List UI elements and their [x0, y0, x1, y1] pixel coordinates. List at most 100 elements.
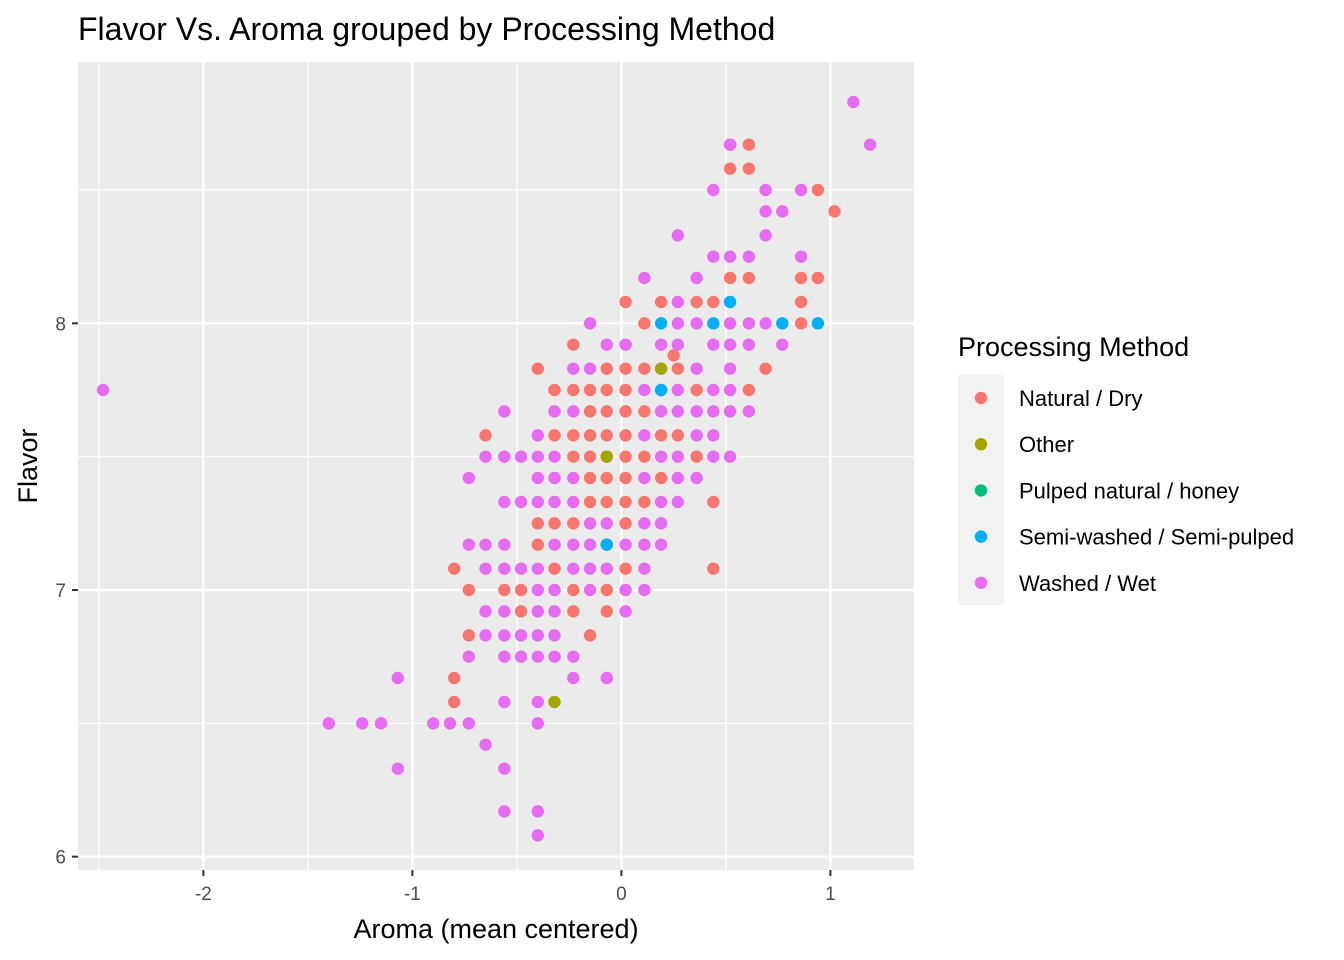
data-point-washed-wet [690, 471, 703, 485]
data-point-other [548, 695, 561, 709]
data-point-washed-wet [498, 629, 511, 642]
data-point-washed-wet [600, 517, 613, 530]
legend-key [974, 484, 988, 497]
data-point-washed-wet [707, 250, 720, 263]
data-point-washed-wet [548, 629, 561, 642]
minor-gridlines [78, 62, 914, 870]
data-point-washed-wet [723, 405, 737, 418]
data-point-natural-dry [531, 538, 544, 551]
data-point-washed-wet [567, 495, 580, 509]
data-point-washed-wet [723, 317, 737, 330]
data-point-washed-wet [690, 317, 703, 330]
x-tick-label: -1 [404, 884, 421, 905]
data-point-natural-dry [548, 517, 561, 530]
data-point-natural-dry [567, 583, 580, 597]
data-point-natural-dry [759, 362, 772, 375]
data-point-natural-dry [448, 695, 461, 709]
data-point-washed-wet [583, 362, 597, 375]
data-point-washed-wet [759, 183, 772, 197]
data-point-natural-dry [548, 562, 561, 575]
data-point-natural-dry [619, 450, 632, 463]
data-point-washed-wet [479, 605, 492, 618]
data-point-washed-wet [654, 450, 668, 463]
data-point-natural-dry [742, 138, 756, 151]
data-point-washed-wet [567, 405, 580, 418]
data-point-washed-wet [498, 538, 511, 551]
data-point-washed-wet [654, 495, 668, 509]
data-point-natural-dry [690, 295, 703, 309]
data-point-washed-wet [479, 450, 492, 463]
data-point-washed-wet [391, 671, 404, 685]
data-point-natural-dry [600, 362, 613, 375]
data-point-washed-wet [531, 805, 544, 818]
legend-label: Pulped natural / honey [1019, 478, 1239, 503]
data-point-washed-wet [531, 495, 544, 509]
data-point-natural-dry [462, 583, 476, 597]
data-point-washed-wet [531, 629, 544, 642]
data-point-natural-dry [498, 583, 511, 597]
data-point-washed-wet [548, 605, 561, 618]
data-point-washed-wet [723, 450, 737, 463]
data-point-natural-dry [690, 450, 703, 463]
data-point-washed-wet [707, 429, 720, 442]
data-point-natural-dry [638, 362, 651, 375]
data-point-natural-dry [742, 162, 756, 175]
data-point-natural-dry [600, 471, 613, 485]
data-point-natural-dry [583, 405, 597, 418]
data-point-washed-wet [742, 338, 756, 351]
data-point-washed-wet [479, 538, 492, 551]
data-point-natural-dry [600, 583, 613, 597]
data-points [96, 95, 877, 842]
data-point-washed-wet [690, 405, 703, 418]
data-point-natural-dry [583, 629, 597, 642]
data-point-washed-wet [462, 717, 476, 730]
data-point-washed-wet [514, 650, 528, 663]
legend-key [974, 391, 988, 405]
data-point-natural-dry [619, 429, 632, 442]
legend-label: Washed / Wet [1019, 571, 1156, 596]
data-point-washed-wet [96, 383, 110, 397]
data-point-washed-wet [498, 562, 511, 575]
data-point-semi-washed-semi-pulped [707, 317, 720, 330]
data-point-natural-dry [600, 605, 613, 618]
data-point-washed-wet [498, 762, 511, 775]
data-point-natural-dry [514, 583, 528, 597]
data-point-natural-dry [514, 605, 528, 618]
data-point-washed-wet [654, 517, 668, 530]
data-point-washed-wet [583, 517, 597, 530]
data-point-natural-dry [567, 338, 580, 351]
data-point-washed-wet [498, 495, 511, 509]
data-point-washed-wet [654, 405, 668, 418]
data-point-natural-dry [671, 429, 685, 442]
y-tick-label: 8 [55, 314, 66, 335]
y-tick-label: 6 [55, 848, 66, 869]
data-point-washed-wet [776, 338, 789, 351]
data-point-natural-dry [583, 383, 597, 397]
data-point-washed-wet [514, 495, 528, 509]
data-point-natural-dry [619, 517, 632, 530]
data-point-natural-dry [567, 383, 580, 397]
data-point-washed-wet [759, 229, 772, 242]
data-point-natural-dry [619, 405, 632, 418]
legend-label: Natural / Dry [1019, 386, 1142, 411]
data-point-washed-wet [548, 538, 561, 551]
data-point-washed-wet [707, 383, 720, 397]
y-tick-label: 7 [55, 581, 66, 602]
data-point-washed-wet [671, 295, 685, 309]
data-point-washed-wet [671, 495, 685, 509]
data-point-washed-wet [638, 538, 651, 551]
data-point-washed-wet [391, 762, 404, 775]
data-point-natural-dry [638, 450, 651, 463]
data-point-washed-wet [619, 605, 632, 618]
data-point-washed-wet [638, 271, 651, 285]
data-point-natural-dry [811, 183, 825, 197]
data-point-washed-wet [742, 317, 756, 330]
data-point-washed-wet [671, 383, 685, 397]
data-point-washed-wet [567, 538, 580, 551]
data-point-natural-dry [600, 383, 613, 397]
data-point-washed-wet [723, 138, 737, 151]
plot-panel [78, 62, 914, 870]
data-point-washed-wet [671, 317, 685, 330]
data-point-natural-dry [619, 471, 632, 485]
data-point-natural-dry [619, 295, 632, 309]
